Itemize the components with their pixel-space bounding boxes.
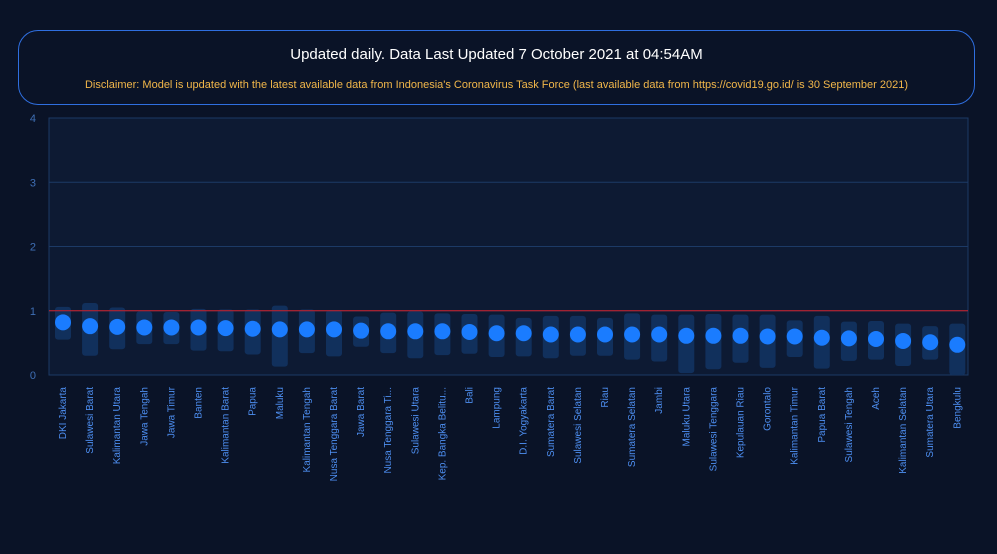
- data-point: [407, 323, 424, 340]
- data-point: [922, 334, 939, 351]
- x-tick-label: Jawa Timur: [166, 386, 177, 438]
- data-point: [678, 327, 695, 344]
- data-point: [624, 326, 641, 343]
- y-tick-label: 2: [30, 242, 36, 254]
- data-point: [163, 319, 180, 336]
- x-tick-label: Banten: [194, 387, 205, 419]
- data-point: [434, 323, 451, 340]
- data-point: [515, 325, 532, 342]
- x-tick-label: D.I. Yogyakarta: [519, 387, 530, 455]
- x-tick-label: Kepulauan Riau: [736, 387, 747, 458]
- x-tick-label: Sulawesi Selatan: [573, 387, 584, 464]
- data-point: [732, 327, 749, 344]
- x-tick-label: Jambi: [654, 387, 665, 414]
- data-point: [786, 328, 803, 345]
- data-point: [271, 321, 288, 338]
- data-point: [217, 320, 234, 337]
- x-tick-label: Nusa Tenggara Barat: [329, 387, 340, 482]
- data-point: [542, 326, 559, 343]
- x-tick-label: Sumatera Selatan: [627, 387, 638, 467]
- x-tick-label: Lampung: [492, 387, 503, 429]
- data-point: [55, 314, 71, 331]
- data-point: [488, 325, 505, 342]
- x-tick-label: Papua Barat: [817, 387, 828, 443]
- y-tick-label: 1: [30, 306, 36, 318]
- x-tick-label: Kalimantan Barat: [221, 387, 232, 464]
- data-point: [651, 326, 668, 343]
- data-point: [949, 336, 966, 353]
- disclaimer-text: Disclaimer: Model is updated with the la…: [84, 79, 909, 91]
- x-tick-label: Jawa Barat: [356, 387, 367, 437]
- x-tick-label: Kalimantan Utara: [112, 387, 123, 465]
- data-point: [759, 328, 776, 345]
- x-tick-label: Riau: [600, 387, 611, 408]
- data-point: [895, 332, 912, 349]
- x-tick-label: Kep. Bangka Belitu...: [437, 387, 448, 480]
- x-tick-label: Gorontalo: [763, 387, 774, 431]
- y-tick-label: 4: [30, 113, 36, 125]
- data-point: [326, 321, 342, 338]
- data-point: [705, 327, 722, 344]
- x-tick-label: Sulawesi Barat: [85, 387, 96, 454]
- data-point: [298, 321, 315, 338]
- data-point: [109, 318, 126, 335]
- x-tick-label: Papua: [248, 387, 259, 416]
- x-tick-label: Sulawesi Utara: [410, 387, 421, 455]
- data-point: [461, 323, 478, 340]
- x-tick-label: Aceh: [871, 387, 882, 410]
- x-tick-label: Jawa Tengah: [139, 387, 150, 446]
- x-tick-label: Maluku: [275, 387, 286, 419]
- interval-bar: [678, 314, 695, 374]
- data-point: [597, 326, 613, 343]
- data-point: [190, 319, 207, 336]
- x-tick-label: Kalimantan Timur: [790, 386, 801, 464]
- update-notice: Updated daily. Data Last Updated 7 Octob…: [18, 30, 975, 105]
- data-point: [868, 331, 884, 348]
- x-tick-label: Bali: [465, 387, 476, 404]
- x-tick-label: Sulawesi Tenggara: [708, 387, 719, 472]
- x-tick-label: Sulawesi Tengah: [844, 387, 855, 462]
- x-tick-label: Kalimantan Selatan: [898, 387, 909, 474]
- x-tick-label: Kalimantan Tengah: [302, 387, 313, 472]
- x-tick-label: Sumatera Utara: [925, 387, 936, 458]
- x-tick-label: Sumatera Barat: [546, 387, 557, 457]
- x-tick-label: DKI Jakarta: [58, 387, 69, 440]
- data-point: [136, 319, 153, 336]
- data-point: [813, 329, 830, 346]
- y-tick-label: 3: [30, 177, 36, 189]
- data-point: [353, 322, 370, 339]
- x-tick-label: Bengkulu: [952, 387, 963, 429]
- y-tick-label: 0: [30, 370, 36, 382]
- x-tick-label: Nusa Tenggara Ti...: [383, 387, 394, 474]
- data-point: [569, 326, 586, 343]
- data-point: [244, 320, 261, 337]
- x-tick-label: Maluku Utara: [681, 387, 692, 447]
- data-point: [840, 330, 857, 347]
- data-point: [82, 318, 99, 335]
- data-point: [380, 323, 397, 340]
- last-updated-text: Updated daily. Data Last Updated 7 Octob…: [290, 46, 703, 63]
